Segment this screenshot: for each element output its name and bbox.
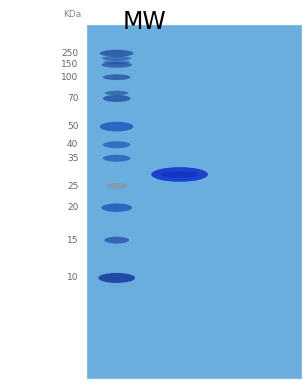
Ellipse shape — [105, 91, 128, 95]
Ellipse shape — [103, 155, 130, 162]
Ellipse shape — [103, 95, 130, 102]
Text: 40: 40 — [67, 140, 78, 149]
FancyBboxPatch shape — [87, 25, 301, 378]
Ellipse shape — [101, 62, 132, 68]
Ellipse shape — [103, 60, 130, 64]
Ellipse shape — [103, 74, 130, 80]
Text: 250: 250 — [61, 49, 78, 58]
Ellipse shape — [100, 122, 134, 131]
Text: 150: 150 — [61, 60, 78, 69]
Text: 100: 100 — [61, 73, 78, 82]
Text: 20: 20 — [67, 203, 78, 212]
Text: 70: 70 — [67, 94, 78, 103]
Ellipse shape — [151, 167, 208, 182]
Ellipse shape — [98, 273, 135, 283]
Ellipse shape — [106, 183, 127, 189]
Text: KDa: KDa — [63, 10, 81, 19]
Text: 50: 50 — [67, 122, 78, 131]
Ellipse shape — [102, 56, 131, 61]
Text: 25: 25 — [67, 181, 78, 191]
Ellipse shape — [103, 141, 130, 148]
Ellipse shape — [161, 171, 198, 178]
Text: 35: 35 — [67, 154, 78, 163]
Text: MW: MW — [122, 10, 166, 34]
Ellipse shape — [100, 50, 134, 57]
Text: 10: 10 — [67, 273, 78, 283]
Text: 15: 15 — [67, 235, 78, 245]
Ellipse shape — [101, 203, 132, 212]
Ellipse shape — [104, 237, 129, 244]
